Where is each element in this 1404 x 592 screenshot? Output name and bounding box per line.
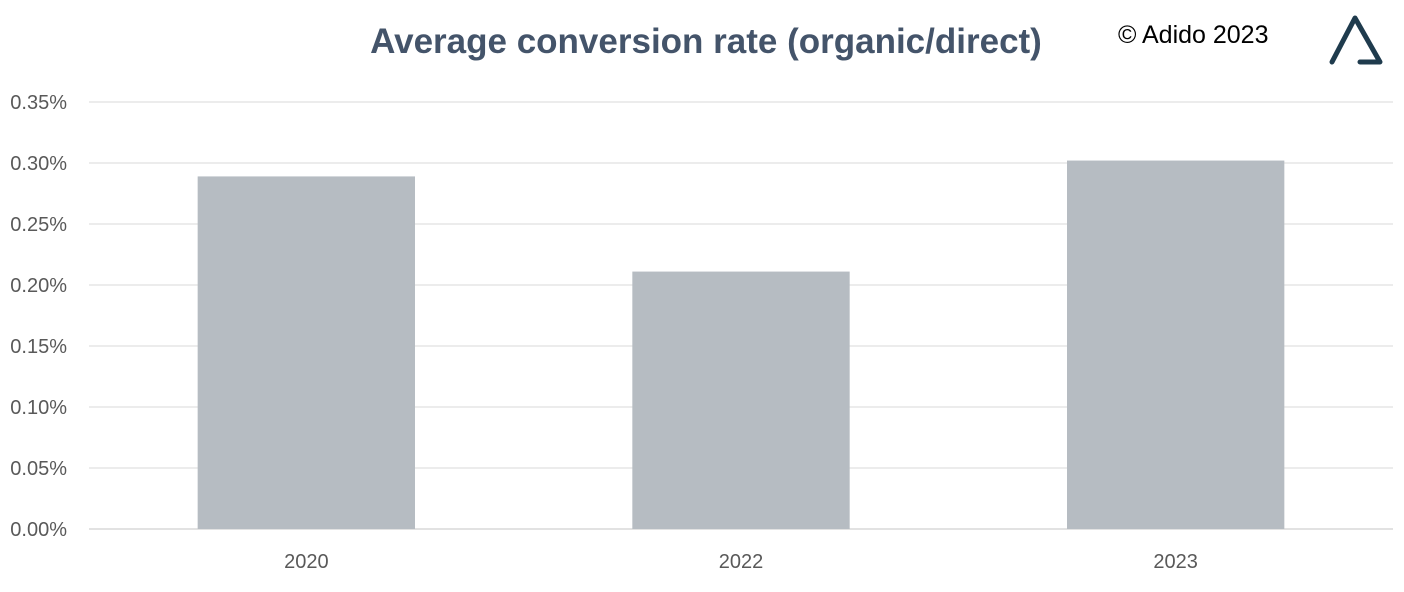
y-tick-label: 0.30% (10, 153, 67, 175)
triangle-logo-icon (1329, 15, 1383, 65)
y-tick-label: 0.25% (10, 214, 67, 236)
x-tick-label: 2022 (719, 551, 764, 573)
bar (632, 271, 850, 529)
x-tick-label: 2023 (1153, 551, 1198, 573)
copyright-text: © Adido 2023 (1118, 21, 1269, 49)
y-tick-label: 0.10% (10, 397, 67, 419)
bar (1067, 160, 1285, 529)
x-tick-label: 2020 (284, 551, 329, 573)
chart-title: Average conversion rate (organic/direct) (370, 22, 1042, 61)
y-tick-label: 0.20% (10, 275, 67, 297)
bar (197, 176, 415, 530)
y-tick-label: 0.35% (10, 92, 67, 114)
y-tick-label: 0.00% (10, 519, 67, 541)
y-tick-label: 0.15% (10, 336, 67, 358)
y-tick-label: 0.05% (10, 458, 67, 480)
